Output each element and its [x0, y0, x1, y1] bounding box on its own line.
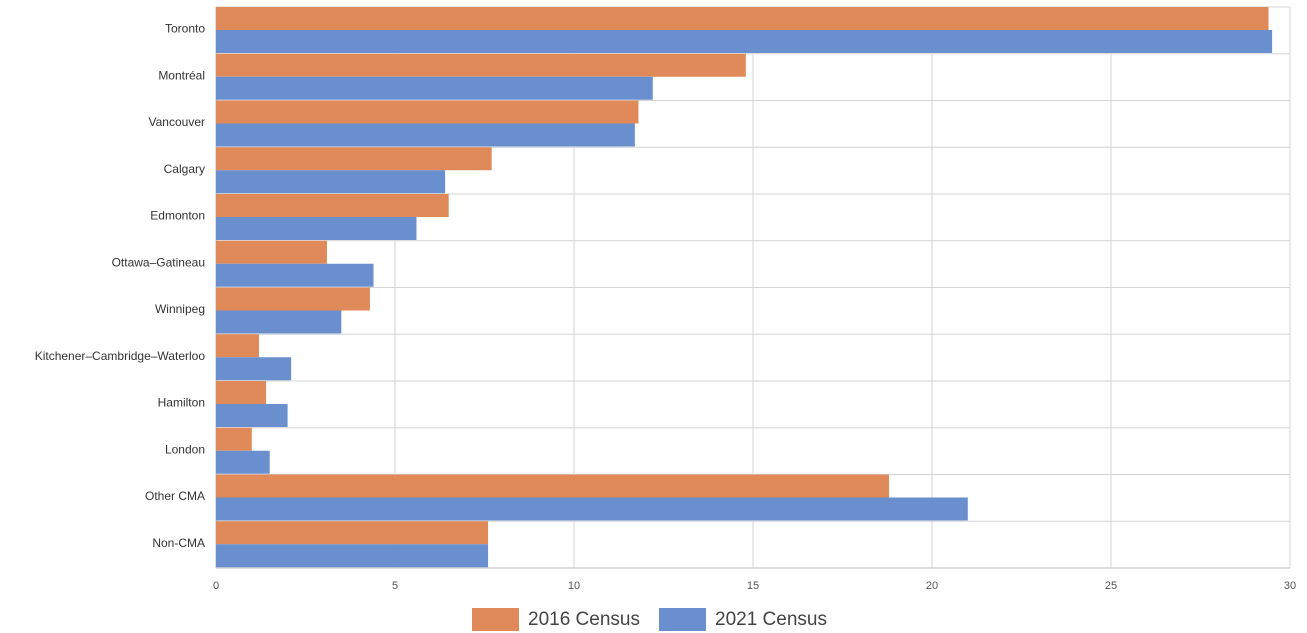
legend-label: 2016 Census: [528, 609, 640, 630]
bar-series-2: [216, 544, 488, 567]
bar-series-1: [216, 101, 638, 124]
bar-series-2: [216, 124, 635, 147]
bar-series-2: [216, 311, 341, 334]
bar-series-1: [216, 7, 1269, 30]
x-tick-label: 10: [568, 580, 580, 592]
category-label: Non-CMA: [152, 536, 205, 550]
bar-series-2: [216, 217, 416, 240]
bar-series-2: [216, 77, 653, 100]
x-tick-label: 20: [926, 580, 938, 592]
category-label: Kitchener–Cambridge–Waterloo: [35, 349, 206, 363]
bar-series-1: [216, 147, 492, 170]
bar-series-2: [216, 264, 374, 287]
category-label: Toronto: [165, 22, 205, 36]
x-tick-label: 5: [392, 580, 398, 592]
x-tick-label: 30: [1284, 580, 1296, 592]
category-label: Edmonton: [150, 209, 205, 223]
bar-series-2: [216, 357, 291, 380]
bar-series-1: [216, 288, 370, 311]
bar-series-1: [216, 241, 327, 264]
chart-legend: 2016 Census 2021 Census: [472, 608, 827, 631]
category-label: Calgary: [164, 162, 205, 176]
legend-swatch: [472, 608, 519, 631]
category-label: Ottawa–Gatineau: [112, 255, 205, 269]
bar-series-1: [216, 194, 449, 217]
bar-series-2: [216, 451, 270, 474]
bar-series-1: [216, 334, 259, 357]
bar-series-2: [216, 404, 288, 427]
category-label: Montréal: [158, 68, 205, 82]
bar-series-2: [216, 170, 445, 193]
category-label: Other CMA: [145, 489, 205, 503]
legend-swatch: [659, 608, 706, 631]
bar-series-1: [216, 475, 889, 498]
bar-series-1: [216, 428, 252, 451]
bar-series-1: [216, 54, 746, 77]
bar-series-1: [216, 381, 266, 404]
category-label: Hamilton: [158, 396, 205, 410]
bar-series-2: [216, 498, 968, 521]
legend-label: 2021 Census: [715, 609, 827, 630]
x-tick-label: 15: [747, 580, 759, 592]
category-labels: Toronto Montréal Vancouver Calgary Edmonton O…: [35, 22, 206, 550]
x-tick-label: 25: [1105, 580, 1117, 592]
category-label: Winnipeg: [155, 302, 205, 316]
x-axis-ticks: 0 5 10 15 20 25 30: [213, 580, 1296, 592]
bar-series-1: [216, 521, 488, 544]
category-label: Vancouver: [149, 115, 205, 129]
bar-series-2: [216, 30, 1272, 53]
x-tick-label: 0: [213, 580, 219, 592]
category-label: London: [165, 442, 205, 456]
